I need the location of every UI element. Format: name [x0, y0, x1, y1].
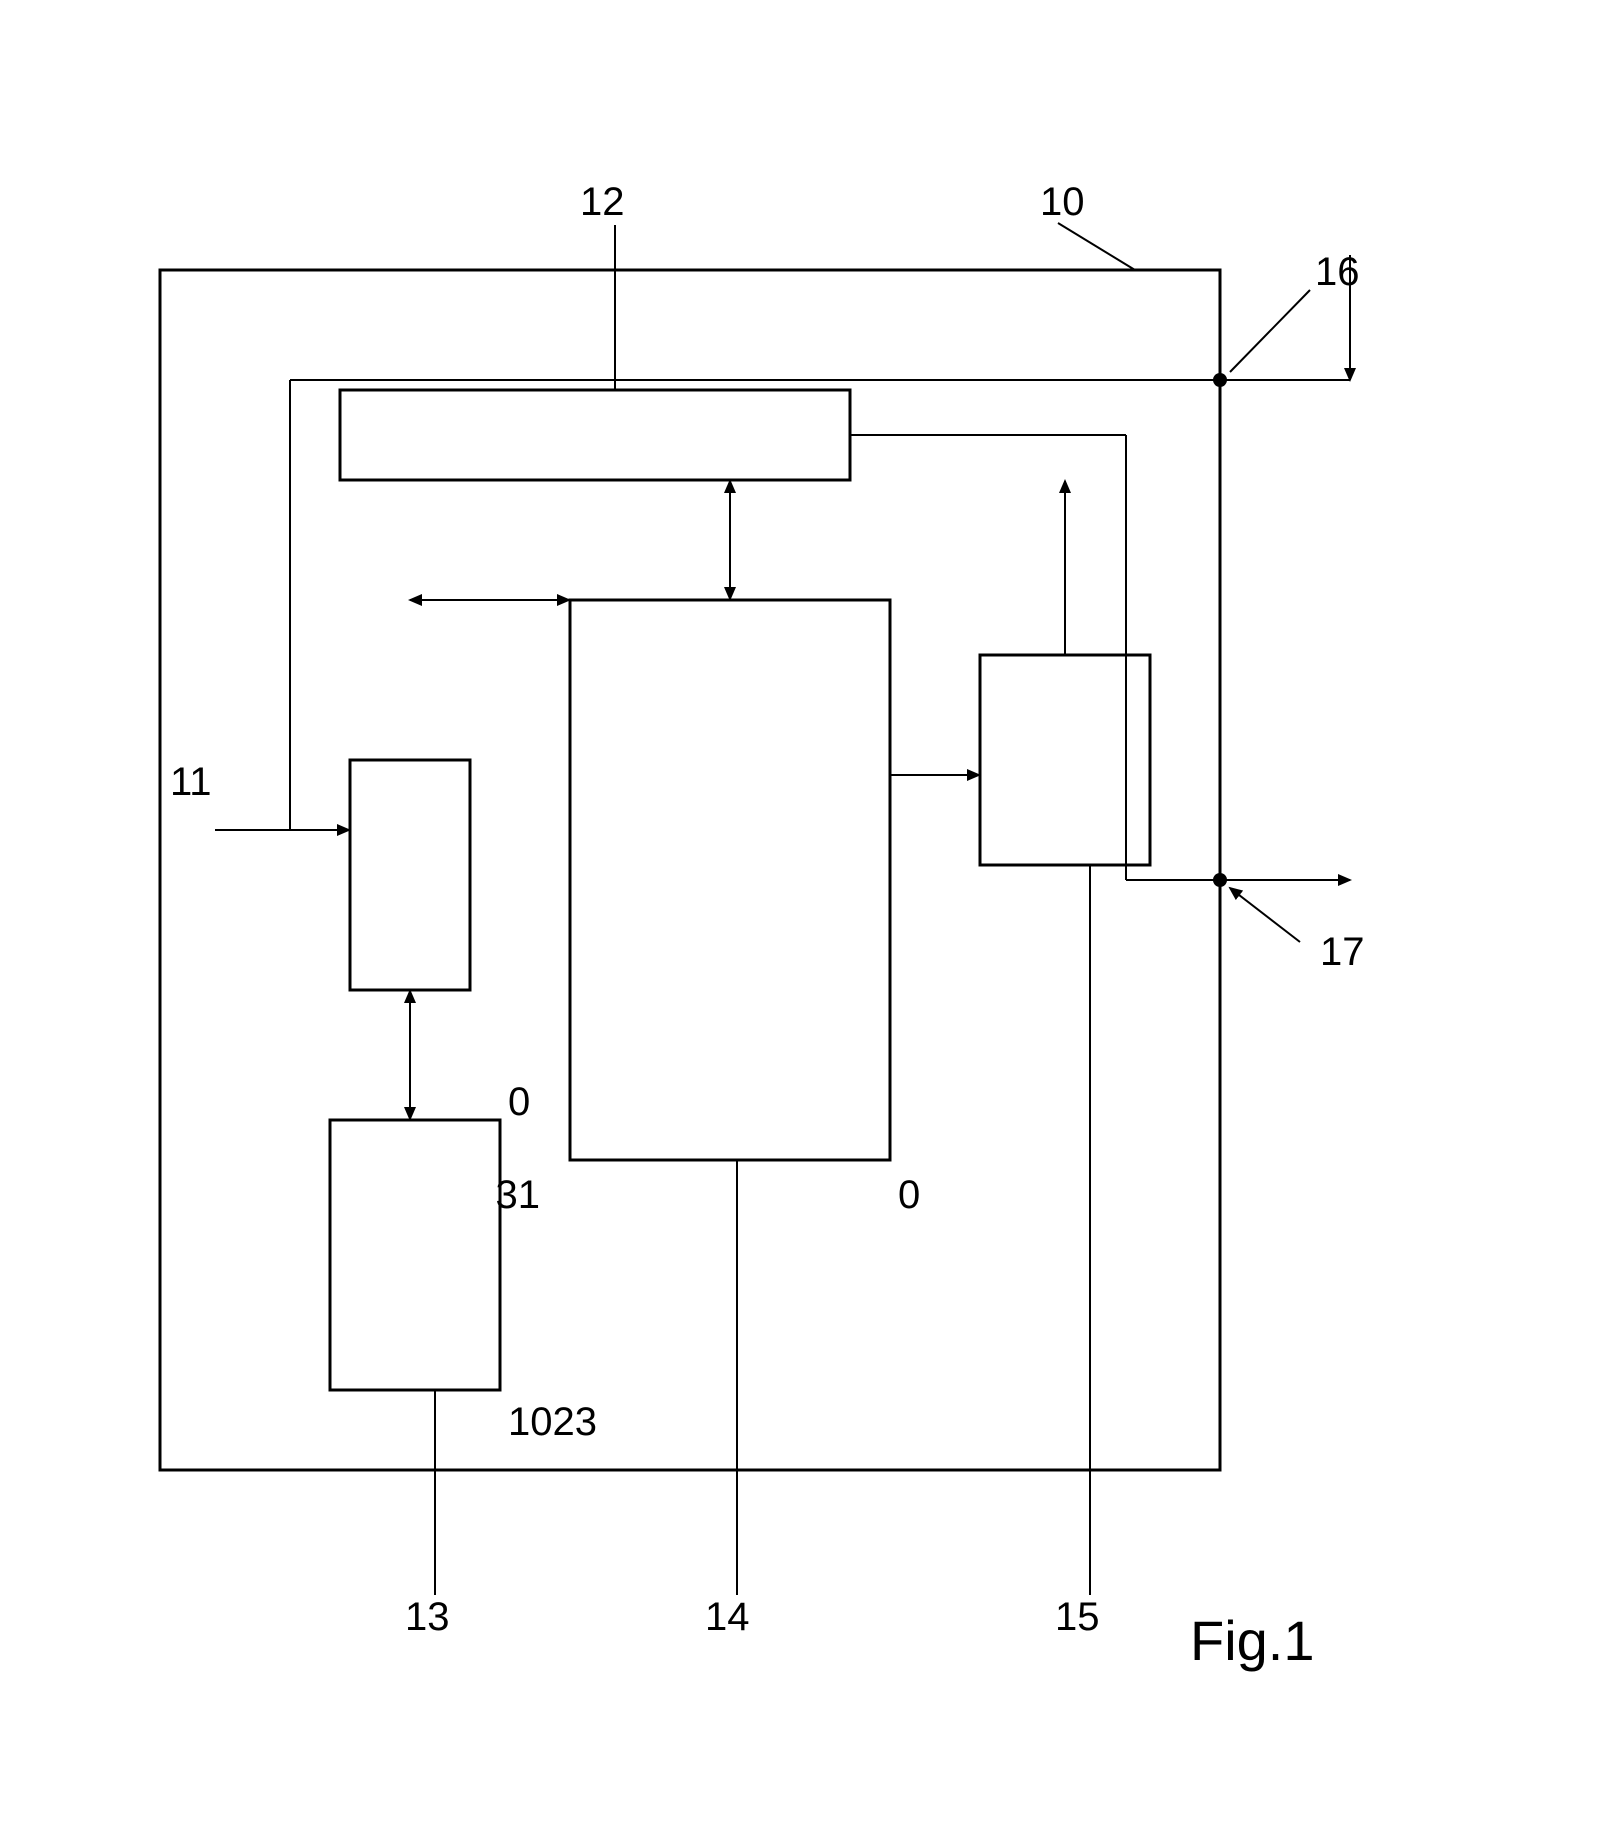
- outer-box: [160, 270, 1220, 1470]
- leader-10: [1058, 223, 1135, 270]
- label-16: 16: [1315, 250, 1360, 294]
- label-14: 14: [705, 1595, 750, 1639]
- label-14-0: 0: [898, 1173, 920, 1217]
- leader-16: [1230, 290, 1310, 372]
- leader-17: [1230, 888, 1300, 942]
- label-17: 17: [1320, 930, 1365, 974]
- label-12: 12: [580, 180, 625, 224]
- label-13-1023: 1023: [508, 1400, 597, 1444]
- label-10: 10: [1040, 180, 1085, 224]
- label-14-31: 31: [496, 1173, 541, 1217]
- figure-label: Fig.1: [1190, 1609, 1315, 1672]
- label-15: 15: [1055, 1595, 1100, 1639]
- label-11: 11: [170, 760, 212, 804]
- label-13-0: 0: [508, 1080, 530, 1124]
- block-15: [980, 655, 1150, 865]
- label-13: 13: [405, 1595, 450, 1639]
- block-12: [340, 390, 850, 480]
- block-13: [330, 1120, 500, 1390]
- block-14: [570, 600, 890, 1160]
- block-diagram: 10 11 12 13 0 1023 14 31 0 15 16 17 Fig.1: [40, 40, 1440, 1740]
- block-11: [350, 760, 470, 990]
